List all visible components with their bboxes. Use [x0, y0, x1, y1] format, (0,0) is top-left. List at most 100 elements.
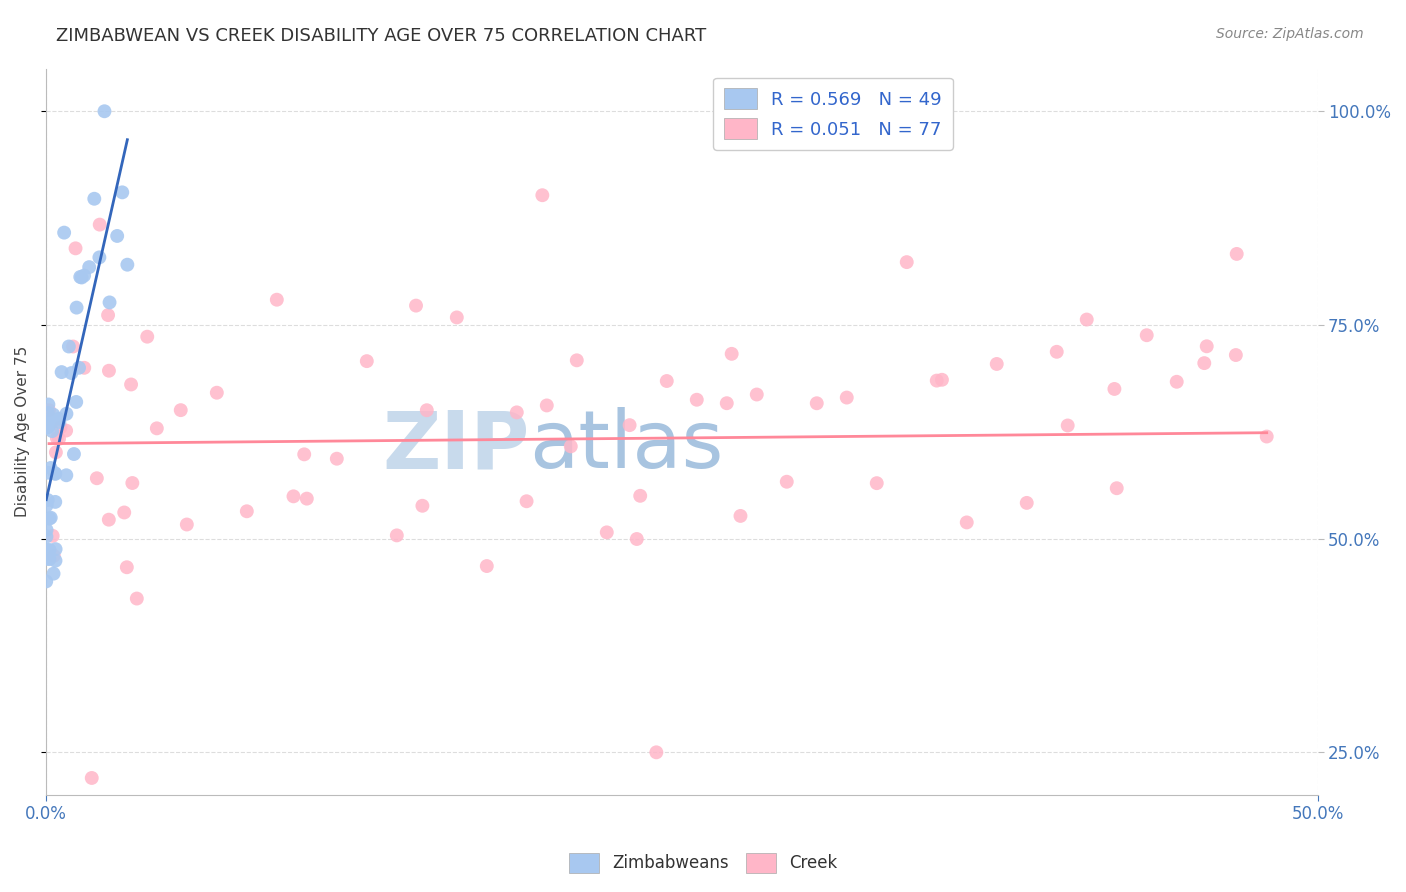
Point [41, 424, 63, 438]
Point [44, 467, 66, 481]
Point [516, 494, 538, 508]
Point [38, 552, 60, 566]
Point [136, 329, 159, 343]
Point [121, 476, 143, 491]
Point [411, 499, 433, 513]
Point [48, 432, 70, 446]
Point [63, 447, 86, 461]
Point [65, 395, 87, 409]
Point [86, 471, 108, 485]
Point [986, 357, 1008, 371]
Point [35, 530, 58, 544]
Point [416, 403, 439, 417]
Point [44, 554, 66, 568]
Point [55, 468, 77, 483]
Point [806, 396, 828, 410]
Point [37, 406, 59, 420]
Point [176, 517, 198, 532]
Point [55, 407, 77, 421]
Point [37, 543, 59, 558]
Point [1195, 339, 1218, 353]
Point [73, 360, 96, 375]
Legend: Zimbabweans, Creek: Zimbabweans, Creek [562, 847, 844, 880]
Point [77, 260, 100, 274]
Point [39, 510, 62, 524]
Point [65, 301, 87, 315]
Point [89, 218, 111, 232]
Point [356, 354, 378, 368]
Point [1104, 382, 1126, 396]
Point [69, 269, 91, 284]
Point [83, 192, 105, 206]
Point [89, 251, 111, 265]
Point [405, 299, 427, 313]
Point [896, 255, 918, 269]
Point [506, 405, 529, 419]
Point [45, 445, 67, 459]
Point [49, 420, 72, 434]
Point [45, 431, 67, 445]
Point [720, 347, 742, 361]
Point [1001, 873, 1024, 888]
Point [37, 466, 59, 480]
Point [44, 467, 66, 481]
Point [38, 543, 60, 558]
Point [39, 461, 62, 475]
Point [596, 525, 619, 540]
Point [112, 506, 135, 520]
Point [41, 529, 63, 543]
Point [58, 339, 80, 353]
Point [536, 399, 558, 413]
Point [1226, 247, 1249, 261]
Point [236, 504, 259, 518]
Point [37, 397, 59, 411]
Point [51, 365, 73, 379]
Point [73, 268, 96, 283]
Point [1256, 856, 1278, 871]
Point [925, 374, 948, 388]
Point [45, 542, 67, 557]
Point [55, 424, 77, 438]
Point [776, 475, 799, 489]
Point [115, 560, 138, 574]
Point [125, 591, 148, 606]
Point [475, 559, 498, 574]
Point [292, 447, 315, 461]
Text: Source: ZipAtlas.com: Source: ZipAtlas.com [1216, 27, 1364, 41]
Point [531, 188, 554, 202]
Point [931, 373, 953, 387]
Point [42, 408, 65, 422]
Point [42, 566, 65, 581]
Point [41, 413, 63, 427]
Point [565, 353, 588, 368]
Point [97, 308, 120, 322]
Point [120, 377, 142, 392]
Point [266, 293, 288, 307]
Text: ZIMBABWEAN VS CREEK DISABILITY AGE OVER 75 CORRELATION CHART: ZIMBABWEAN VS CREEK DISABILITY AGE OVER … [56, 27, 706, 45]
Point [42, 549, 65, 563]
Point [1256, 429, 1278, 443]
Point [35, 574, 58, 589]
Text: ZIP: ZIP [382, 408, 529, 485]
Point [35, 498, 58, 512]
Point [44, 495, 66, 509]
Point [645, 745, 668, 759]
Point [745, 387, 768, 401]
Point [1056, 418, 1078, 433]
Point [619, 418, 641, 433]
Point [205, 385, 228, 400]
Point [626, 532, 648, 546]
Point [385, 528, 408, 542]
Point [35, 523, 58, 537]
Point [283, 489, 305, 503]
Point [1166, 375, 1188, 389]
Point [1225, 348, 1247, 362]
Point [111, 186, 134, 200]
Point [1046, 344, 1069, 359]
Point [37, 420, 59, 434]
Point [295, 491, 318, 506]
Text: atlas: atlas [529, 408, 724, 485]
Point [1136, 328, 1159, 343]
Point [866, 476, 889, 491]
Point [65, 241, 87, 255]
